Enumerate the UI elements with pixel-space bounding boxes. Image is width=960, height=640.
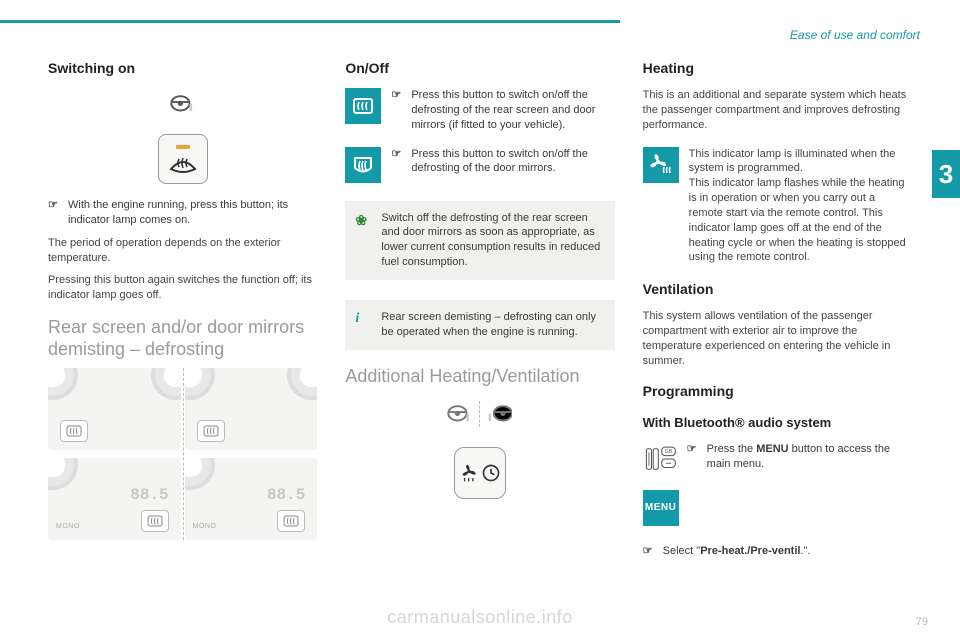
mini-defrost-button (277, 510, 305, 532)
section-header: Ease of use and comfort (790, 28, 920, 42)
mini-defrost-button (197, 420, 225, 442)
row-heating-indicator: This indicator lamp is illuminated when … (643, 147, 912, 266)
heading-switching-on: Switching on (48, 60, 317, 76)
dial-icon (185, 458, 215, 490)
top-accent-bar (0, 20, 620, 23)
pointer-icon: ☞ (391, 88, 403, 133)
column-right: Heating This is an additional and separa… (643, 60, 912, 559)
divider-icon (479, 401, 480, 427)
bullet-text: Press this button to switch on/off the d… (411, 88, 614, 133)
page-columns: Switching on ☞ With the engine running, … (48, 60, 912, 559)
mini-defrost-button (60, 420, 88, 442)
row-menu-button: GB ☞ Press the MENU button to access the… (643, 442, 912, 476)
leaf-icon: ❀ (355, 211, 371, 270)
para-period: The period of operation depends on the e… (48, 236, 317, 266)
dial-icon (151, 368, 181, 400)
column-middle: On/Off ☞ Press this button to switch on/… (345, 60, 614, 559)
mono-label: MONO (193, 523, 217, 530)
fan-clock-button-graphic (454, 447, 506, 499)
menu-button-icon: MENU (643, 490, 679, 526)
led-icon (176, 145, 190, 149)
mini-defrost-button (141, 510, 169, 532)
bullet-text: Select "Pre-heat./Pre-ventil.". (663, 544, 811, 559)
climate-panel-b-left: 88.5 MONO (48, 458, 181, 540)
panel-grid-figure: 88.5 MONO 88.5 MONO (48, 368, 317, 540)
steering-wheel-right-icon (486, 404, 512, 424)
dial-icon (48, 458, 78, 490)
heading-bluetooth: With Bluetooth® audio system (643, 415, 912, 430)
heading-additional-heating: Additional Heating/Ventilation (345, 366, 614, 388)
fan-heat-icon (459, 463, 479, 483)
clock-icon (481, 463, 501, 483)
heading-heating: Heating (643, 60, 912, 76)
bullet-select-preheat: ☞ Select "Pre-heat./Pre-ventil.". (643, 544, 912, 559)
bullet-mirror-defrost: ☞ Press this button to switch on/off the… (391, 147, 614, 177)
temp-display: 88.5 (130, 486, 168, 504)
mirror-defrost-icon (345, 147, 381, 183)
info-box: i Rear screen demisting – defrosting can… (345, 300, 614, 350)
pointer-icon: ☞ (48, 198, 60, 228)
heading-onoff: On/Off (345, 60, 614, 76)
defrost-button-graphic (158, 134, 208, 184)
bullet-rear-defrost: ☞ Press this button to switch on/off the… (391, 88, 614, 133)
bullet-engine-running: ☞ With the engine running, press this bu… (48, 198, 317, 228)
info-icon: i (355, 310, 371, 340)
dial-icon (287, 368, 317, 400)
chapter-tab: 3 (932, 150, 960, 198)
para-heating: This is an additional and separate syste… (643, 88, 912, 133)
heading-ventilation: Ventilation (643, 281, 912, 297)
audio-control-icon: GB (643, 442, 677, 476)
heading-programming: Programming (643, 383, 912, 399)
bullet-press-menu: ☞ Press the MENU button to access the ma… (687, 442, 912, 472)
pointer-icon: ☞ (391, 147, 403, 177)
fan-heat-indicator-icon (643, 147, 679, 183)
figure-defrost-button (48, 128, 317, 190)
steering-wheel-icon (170, 94, 196, 114)
watermark: carmanualsonline.info (0, 607, 960, 628)
heading-rear-demist: Rear screen and/or door mirrors demistin… (48, 317, 317, 360)
figure-steering-indicator (48, 88, 317, 120)
eco-tip-box: ❀ Switch off the defrosting of the rear … (345, 201, 614, 280)
pointer-icon: ☞ (687, 442, 699, 472)
bullet-text: Press this button to switch on/off the d… (411, 147, 614, 177)
figure-fan-clock-button (345, 441, 614, 505)
grid-divider (183, 368, 184, 540)
pointer-icon: ☞ (643, 544, 655, 559)
menu-icon-row: MENU (643, 490, 912, 526)
para-press-again: Pressing this button again switches the … (48, 273, 317, 303)
info-text: Rear screen demisting – defrosting can o… (381, 310, 602, 340)
gb-label: GB (664, 449, 672, 455)
climate-panel-a-right (185, 368, 318, 450)
para-ventilation: This system allows ventilation of the pa… (643, 309, 912, 368)
temp-display: 88.5 (267, 486, 305, 504)
para-indicator-lamp: This indicator lamp is illuminated when … (689, 147, 912, 266)
bullet-text: With the engine running, press this butt… (68, 198, 317, 228)
column-left: Switching on ☞ With the engine running, … (48, 60, 317, 559)
row-rear-defrost: ☞ Press this button to switch on/off the… (345, 88, 614, 133)
climate-panel-b-right: 88.5 MONO (185, 458, 318, 540)
dial-icon (185, 368, 215, 400)
row-mirror-defrost: ☞ Press this button to switch on/off the… (345, 147, 614, 183)
page-number: 79 (916, 616, 928, 628)
steering-wheel-icon (447, 404, 473, 424)
mono-label: MONO (56, 523, 80, 530)
figure-steer-pair (345, 395, 614, 433)
rear-window-defrost-icon (345, 88, 381, 124)
bullet-text: Press the MENU button to access the main… (707, 442, 912, 472)
dial-icon (48, 368, 78, 400)
climate-panel-a-left (48, 368, 181, 450)
eco-tip-text: Switch off the defrosting of the rear sc… (381, 211, 602, 270)
windshield-defrost-icon (169, 153, 197, 173)
